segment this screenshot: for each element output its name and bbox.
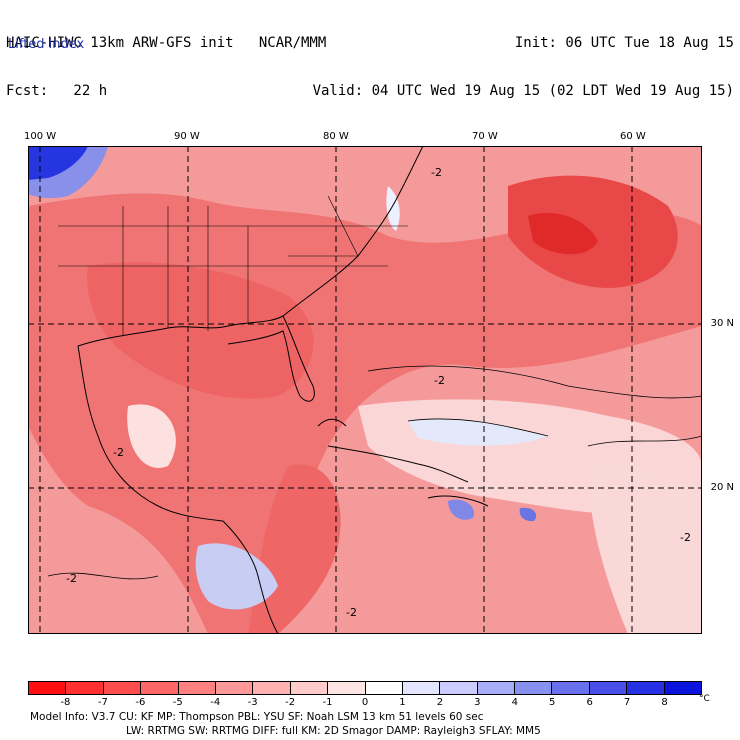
lifted-index-map: -2 -2 -2 -2 -2 -2: [28, 146, 702, 634]
colorbar-tick-label: 2: [436, 697, 444, 708]
colorbar-tick-label: 4: [511, 697, 518, 708]
field-positive-central-america: [195, 543, 278, 610]
model-title: HAIC-HIWC 13km ARW-GFS init NCAR/MMM: [6, 35, 327, 51]
contour-label: -2: [431, 166, 442, 179]
colorbar-tick-label: 5: [549, 697, 556, 708]
field-strong-negative-atlantic: [508, 175, 678, 288]
colorbar-swatch: [102, 682, 141, 694]
lat-label-30n: 30 N: [710, 318, 734, 329]
field-weak-negative-east: [588, 463, 702, 634]
colorbar-tick-label: -3: [247, 697, 258, 708]
colorbar-swatch: [65, 682, 103, 694]
colorbar-swatch: [514, 682, 552, 694]
graticule: [28, 146, 702, 634]
colorbar-tick-label: 7: [623, 697, 631, 708]
field-strong-positive-northwest: [28, 146, 88, 180]
colorbar-swatch: [29, 682, 66, 694]
colorbar: [28, 681, 702, 695]
model-info-line1: Model Info: V3.7 CU: KF MP: Thompson PBL…: [30, 711, 484, 723]
contour-label: -2: [113, 446, 124, 459]
lon-label-100w: 100 W: [24, 131, 57, 142]
contours: [47, 365, 702, 580]
colorbar-swatch: [364, 682, 402, 694]
colorbar-swatch: [327, 682, 365, 694]
colorbar-unit: °C: [699, 694, 710, 704]
colorbar-tick-label: 3: [474, 697, 481, 708]
colorbar-swatch: [476, 682, 515, 694]
contour-label: -2: [66, 572, 77, 585]
lon-label-90w: 90 W: [174, 131, 200, 142]
contour-label: -2: [346, 606, 357, 619]
colorbar-tick-label: 6: [586, 697, 593, 708]
field-weak-negative-mexico: [127, 404, 176, 468]
colorbar-swatch: [626, 682, 664, 694]
field-positive-puerto-rico: [519, 507, 537, 522]
header-left: HAIC-HIWC 13km ARW-GFS init NCAR/MMM Fcs…: [6, 3, 326, 115]
colorbar-tick-label: 0: [361, 697, 369, 708]
colorbar-swatch: [439, 682, 477, 694]
colorbar-tick-label: -7: [97, 697, 108, 708]
field-positive-hispaniola: [448, 499, 474, 520]
colorbar-swatch: [551, 682, 589, 694]
colorbar-tick-label: -6: [135, 697, 146, 708]
colorbar-tick-label: -8: [60, 697, 71, 708]
contour-label: -2: [434, 374, 445, 387]
init-time: Init: 06 UTC Tue 18 Aug 15: [514, 35, 734, 51]
model-info-line2: LW: RRTMG SW: RRTMG DIFF: full KM: 2D Sm…: [126, 725, 541, 737]
colorbar-tick-label: -2: [285, 697, 296, 708]
contour-label: -2: [680, 531, 691, 544]
lon-label-80w: 80 W: [323, 131, 349, 142]
map-frame: [28, 146, 702, 634]
field-strong-negative-gulf: [87, 262, 314, 399]
field-weak-positive-band: [408, 418, 548, 446]
colorbar-swatch: [289, 682, 328, 694]
colorbar-tick-label: -1: [322, 697, 333, 708]
colorbar-swatch: [401, 682, 440, 694]
state-borders: [58, 195, 408, 336]
lat-label-20n: 20 N: [710, 482, 734, 493]
field-peak-negative: [528, 212, 598, 255]
colorbar-swatch: [663, 682, 702, 694]
colorbar-tick-label: -5: [172, 697, 183, 708]
colorbar-swatch: [252, 682, 290, 694]
valid-time: Valid: 04 UTC Wed 19 Aug 15 (02 LDT Wed …: [312, 83, 734, 99]
colorbar-swatch: [214, 682, 253, 694]
colorbar-tick-label: 8: [661, 697, 668, 708]
colorbar-swatch: [140, 682, 178, 694]
lon-label-70w: 70 W: [472, 131, 498, 142]
colorbar-swatch: [177, 682, 215, 694]
variable-name: Lifted index: [8, 37, 85, 52]
forecast-hour: Fcst: 22 h: [6, 83, 108, 99]
colorbar-tick-label: 1: [399, 697, 406, 708]
colorbar-swatch: [588, 682, 627, 694]
header-right: Init: 06 UTC Tue 18 Aug 15 Valid: 04 UTC…: [313, 3, 734, 115]
field-near-zero-coast: [386, 186, 400, 231]
lon-label-60w: 60 W: [620, 131, 646, 142]
colorbar-tick-label: -4: [210, 697, 221, 708]
